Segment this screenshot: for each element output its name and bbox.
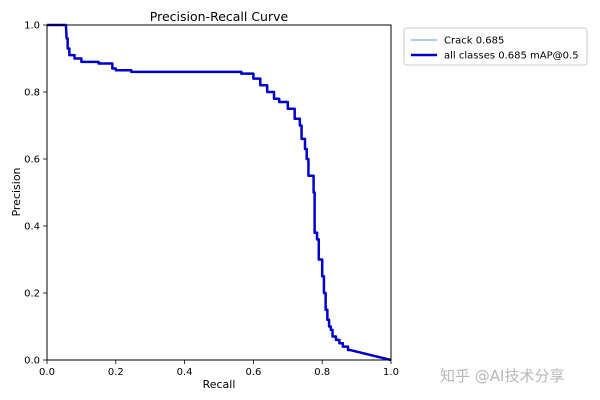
y-tick-label: 1.0 [24,21,40,32]
y-tick-label: 0.0 [24,356,40,367]
plot-area [47,25,391,360]
series-line-all-classes [47,23,392,362]
x-tick-label: 0.6 [245,367,261,378]
legend-box [403,27,588,66]
y-tick-label: 0.6 [24,155,40,166]
x-tick-label: 0.2 [108,367,124,378]
x-axis-ticks: 0.0 0.2 0.4 0.6 0.8 1.0 [39,360,399,378]
x-tick-label: 1.0 [383,367,399,378]
y-tick-label: 0.4 [24,222,40,233]
plot-frame [46,24,392,361]
chart-title: Precision-Recall Curve [150,9,289,24]
x-axis-label: Recall [203,378,236,391]
x-tick-label: 0.0 [39,367,55,378]
watermark-text: 知乎 @AI技术分享 [440,367,564,385]
series-layer [47,23,392,362]
legend-label-all-classes: all classes 0.685 mAP@0.5 [444,51,579,62]
y-axis-ticks: 0.0 0.2 0.4 0.6 0.8 1.0 [24,21,47,367]
legend: Crack 0.685 all classes 0.685 mAP@0.5 [403,27,588,66]
legend-label-crack: Crack 0.685 [444,36,504,47]
x-tick-label: 0.8 [314,367,330,378]
y-axis-label: Precision [10,167,23,216]
y-tick-label: 0.2 [24,289,40,300]
y-tick-label: 0.8 [24,88,40,99]
x-tick-label: 0.4 [177,367,193,378]
